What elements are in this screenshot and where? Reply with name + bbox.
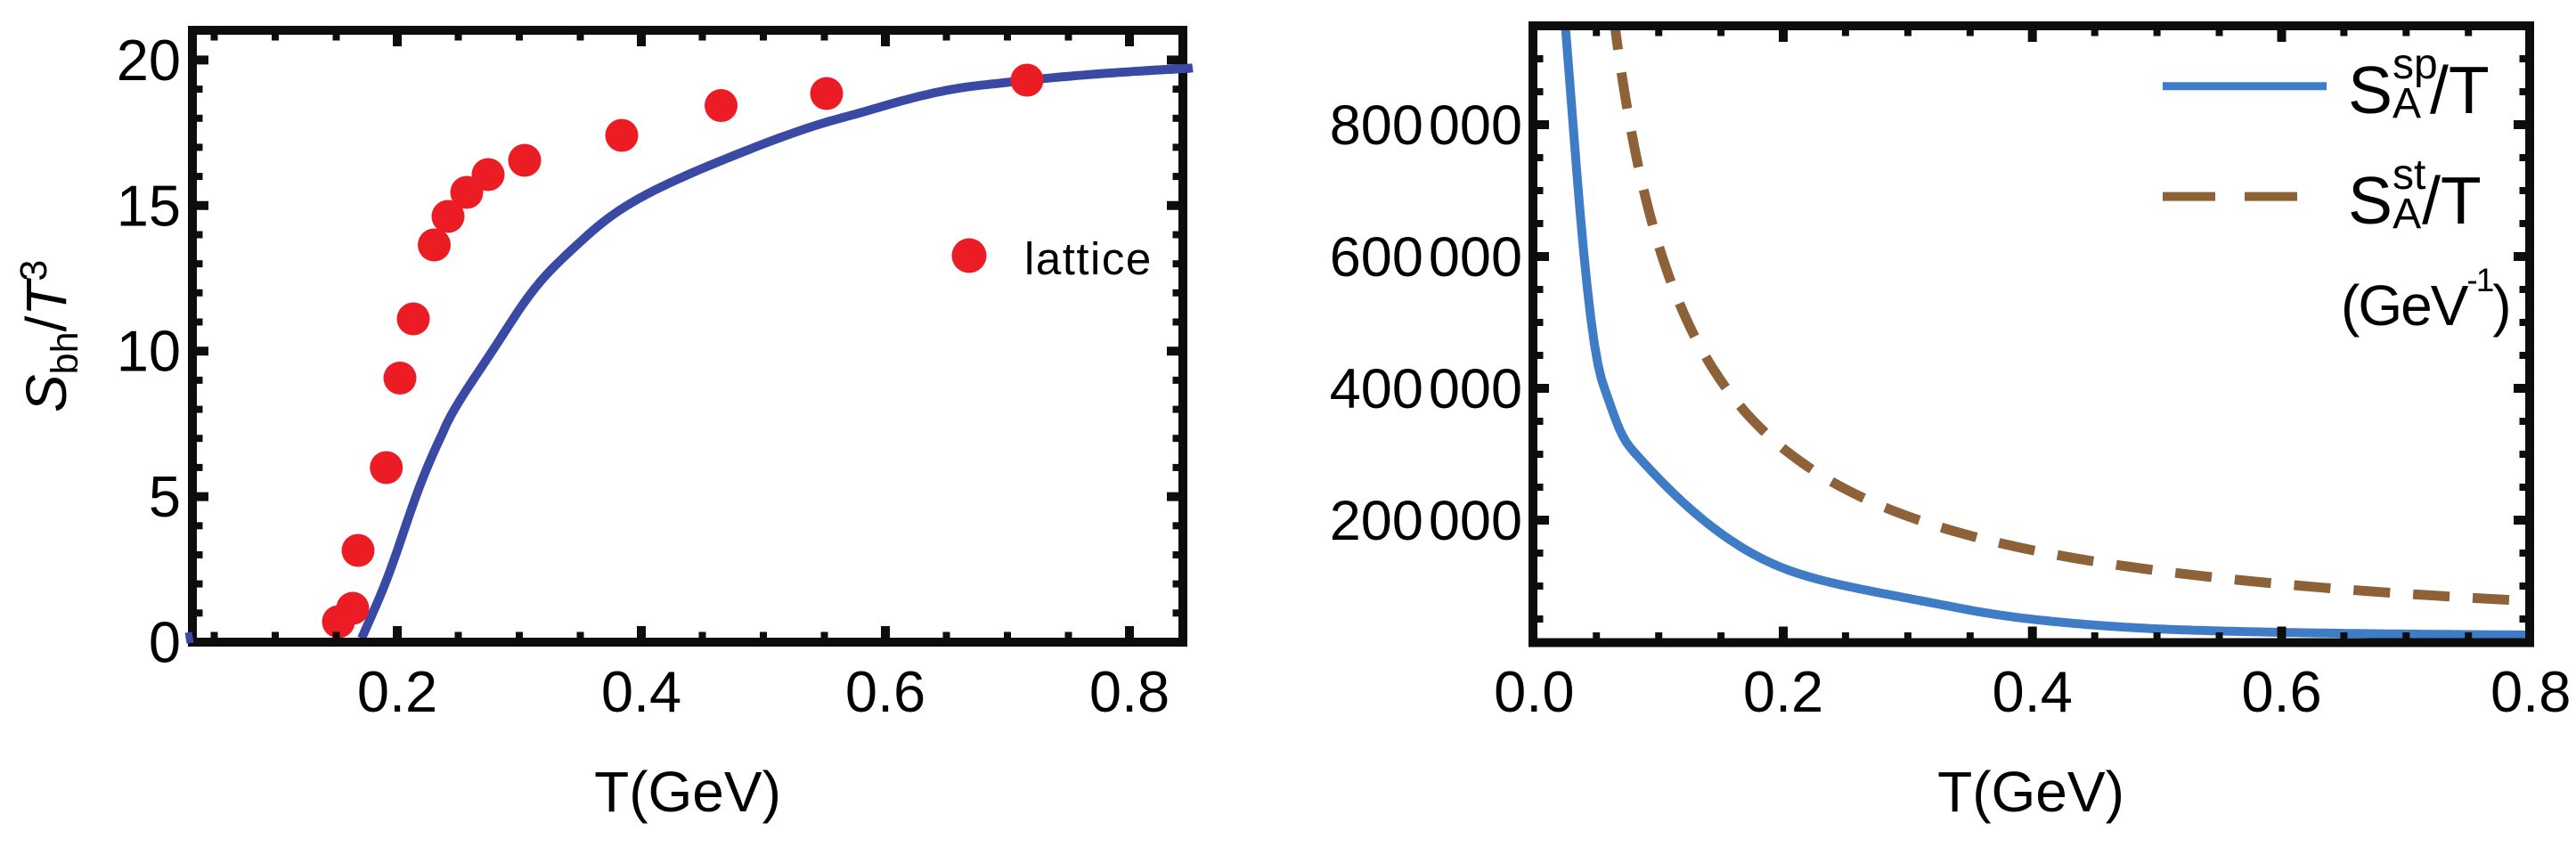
svg-text:0.2: 0.2 <box>357 659 437 724</box>
svg-text:20: 20 <box>117 28 181 93</box>
svg-text:0.8: 0.8 <box>2490 659 2571 724</box>
svg-text:5: 5 <box>149 464 181 529</box>
svg-text:Sbh/T3: Sbh/T3 <box>12 260 86 412</box>
svg-text:0.0: 0.0 <box>1494 659 1574 724</box>
svg-text:0.4: 0.4 <box>1993 659 2073 724</box>
svg-text:0.6: 0.6 <box>845 659 925 724</box>
svg-text:15: 15 <box>117 173 181 238</box>
svg-text:0.6: 0.6 <box>2241 659 2321 724</box>
svg-text:lattice: lattice <box>1024 233 1153 284</box>
svg-text:0.2: 0.2 <box>1743 659 1823 724</box>
svg-text:T(GeV): T(GeV) <box>1937 760 2124 824</box>
svg-text:T(GeV): T(GeV) <box>594 760 781 824</box>
svg-text:0.8: 0.8 <box>1089 659 1170 724</box>
svg-text:0.4: 0.4 <box>601 659 681 724</box>
svg-text:0: 0 <box>149 610 181 675</box>
svg-text:10: 10 <box>117 319 181 384</box>
